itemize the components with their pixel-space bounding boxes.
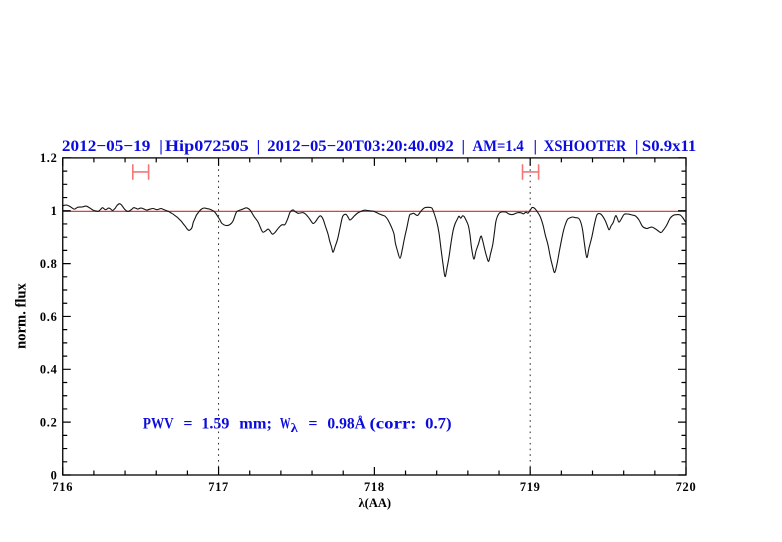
svg-text:AM=1.4: AM=1.4 bbox=[473, 138, 524, 155]
svg-text:XSHOOTER: XSHOOTER bbox=[544, 138, 627, 155]
svg-text:S0.9x11: S0.9x11 bbox=[642, 138, 696, 155]
svg-text:716: 716 bbox=[52, 480, 73, 494]
svg-text:=: = bbox=[308, 415, 317, 432]
svg-text:|: | bbox=[257, 138, 261, 155]
svg-text:(corr:: (corr: bbox=[370, 415, 417, 432]
svg-text:1: 1 bbox=[51, 204, 58, 218]
svg-text:W: W bbox=[280, 415, 291, 432]
svg-text:PWV: PWV bbox=[143, 415, 174, 432]
svg-text:1.59: 1.59 bbox=[201, 415, 229, 432]
svg-text:|: | bbox=[159, 138, 163, 155]
svg-text:norm. flux: norm. flux bbox=[14, 282, 30, 348]
svg-text:|: | bbox=[534, 138, 538, 155]
svg-text:=: = bbox=[183, 415, 192, 432]
svg-text:720: 720 bbox=[676, 480, 697, 494]
svg-text:2012−05−20T03:20:40.092: 2012−05−20T03:20:40.092 bbox=[267, 138, 454, 155]
svg-text:Hip072505: Hip072505 bbox=[165, 138, 249, 155]
svg-text:0: 0 bbox=[51, 468, 58, 482]
svg-text:λ(AA): λ(AA) bbox=[359, 496, 392, 510]
svg-text:1.2: 1.2 bbox=[40, 151, 58, 165]
svg-text:λ: λ bbox=[291, 421, 299, 435]
svg-text:mm;: mm; bbox=[239, 415, 272, 432]
svg-text:0.4: 0.4 bbox=[40, 363, 58, 377]
svg-text:|: | bbox=[462, 138, 466, 155]
svg-text:0.6: 0.6 bbox=[40, 310, 58, 324]
svg-text:0.2: 0.2 bbox=[40, 415, 58, 429]
svg-text:0.98Å: 0.98Å bbox=[327, 414, 366, 432]
svg-text:718: 718 bbox=[364, 480, 385, 494]
svg-text:717: 717 bbox=[208, 480, 229, 494]
svg-text:2012−05−19: 2012−05−19 bbox=[62, 138, 150, 155]
svg-text:0.8: 0.8 bbox=[40, 257, 58, 271]
svg-text:|: | bbox=[635, 138, 639, 155]
svg-text:719: 719 bbox=[520, 480, 541, 494]
svg-text:0.7): 0.7) bbox=[425, 415, 452, 432]
